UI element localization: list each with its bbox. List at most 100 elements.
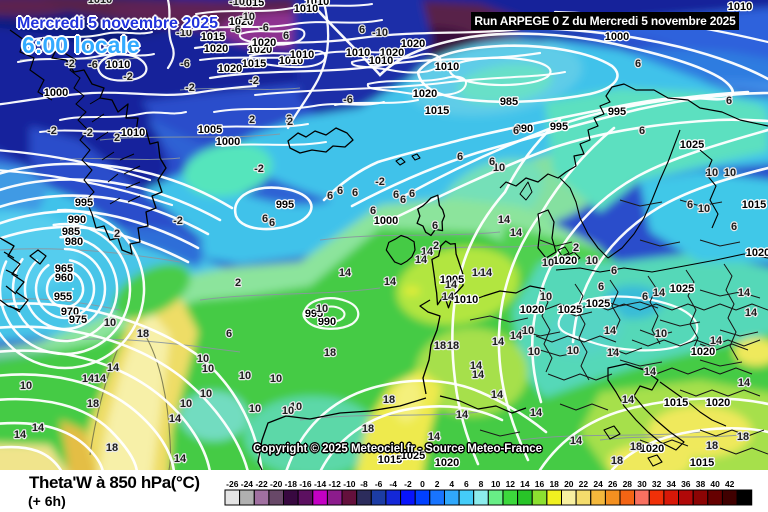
- svg-text:1005: 1005: [198, 124, 222, 136]
- svg-text:18: 18: [362, 423, 374, 435]
- svg-text:-12: -12: [329, 479, 342, 489]
- svg-text:6: 6: [327, 190, 333, 202]
- svg-text:40: 40: [710, 479, 720, 489]
- svg-text:1000: 1000: [374, 215, 398, 227]
- svg-text:1010: 1010: [294, 3, 318, 15]
- svg-text:-10: -10: [343, 479, 356, 489]
- svg-text:10: 10: [522, 325, 534, 337]
- svg-text:1025: 1025: [586, 298, 610, 310]
- svg-text:-2: -2: [123, 71, 133, 83]
- svg-text:6: 6: [393, 189, 399, 201]
- svg-text:14: 14: [456, 409, 469, 421]
- svg-text:1000: 1000: [605, 31, 629, 43]
- svg-text:6: 6: [400, 194, 406, 206]
- svg-text:14: 14: [710, 335, 723, 347]
- svg-text:1015: 1015: [425, 105, 449, 117]
- svg-text:1015: 1015: [742, 199, 766, 211]
- svg-text:6: 6: [687, 199, 693, 211]
- svg-text:1020: 1020: [435, 457, 459, 469]
- svg-text:1010: 1010: [88, 0, 112, 6]
- svg-text:14: 14: [472, 267, 485, 279]
- svg-text:-6: -6: [82, 43, 92, 55]
- svg-text:10: 10: [493, 162, 505, 174]
- svg-text:1020: 1020: [520, 304, 544, 316]
- svg-text:-10: -10: [372, 27, 388, 39]
- svg-text:-4: -4: [389, 479, 397, 489]
- svg-text:975: 975: [69, 314, 87, 326]
- svg-text:995: 995: [608, 106, 626, 118]
- svg-text:-6: -6: [375, 479, 383, 489]
- svg-text:-14: -14: [314, 479, 327, 489]
- svg-text:10: 10: [197, 353, 209, 365]
- svg-text:1000: 1000: [44, 87, 68, 99]
- svg-text:14: 14: [470, 360, 483, 372]
- svg-text:985: 985: [62, 226, 80, 238]
- svg-text:-8: -8: [360, 479, 368, 489]
- svg-text:6: 6: [370, 205, 376, 217]
- svg-text:1010: 1010: [369, 55, 393, 67]
- svg-text:10: 10: [698, 203, 710, 215]
- svg-text:42: 42: [725, 479, 735, 489]
- svg-text:1010: 1010: [454, 294, 478, 306]
- svg-text:18: 18: [106, 442, 118, 454]
- svg-text:14: 14: [622, 394, 635, 406]
- svg-text:2: 2: [573, 242, 579, 254]
- svg-text:14: 14: [530, 407, 543, 419]
- svg-text:2: 2: [287, 116, 293, 128]
- svg-text:14: 14: [653, 287, 666, 299]
- svg-text:14: 14: [14, 429, 27, 441]
- svg-text:1020: 1020: [691, 346, 715, 358]
- svg-text:6: 6: [464, 479, 469, 489]
- svg-text:14: 14: [339, 267, 352, 279]
- svg-text:0: 0: [420, 479, 425, 489]
- svg-text:990: 990: [515, 123, 533, 135]
- svg-text:18: 18: [630, 441, 642, 453]
- svg-text:14: 14: [604, 325, 617, 337]
- svg-text:10: 10: [316, 303, 328, 315]
- svg-text:10: 10: [20, 380, 32, 392]
- svg-text:38: 38: [696, 479, 706, 489]
- svg-text:995: 995: [276, 199, 294, 211]
- svg-text:2: 2: [114, 228, 120, 240]
- svg-text:2: 2: [433, 240, 439, 252]
- svg-text:1010: 1010: [728, 1, 752, 13]
- svg-text:1015: 1015: [664, 397, 688, 409]
- svg-text:1025: 1025: [670, 283, 694, 295]
- svg-text:1020: 1020: [229, 16, 253, 28]
- svg-text:10: 10: [540, 291, 552, 303]
- svg-text:-24: -24: [241, 479, 254, 489]
- svg-text:-2: -2: [185, 82, 195, 94]
- svg-text:10: 10: [270, 373, 282, 385]
- svg-text:14: 14: [94, 373, 107, 385]
- svg-text:-2: -2: [249, 75, 259, 87]
- svg-text:34: 34: [666, 479, 676, 489]
- svg-text:1020: 1020: [706, 397, 730, 409]
- svg-text:32: 32: [652, 479, 662, 489]
- svg-text:-10: -10: [229, 0, 245, 8]
- svg-text:10: 10: [706, 167, 718, 179]
- svg-text:6: 6: [352, 187, 358, 199]
- svg-text:995: 995: [75, 197, 93, 209]
- svg-text:14: 14: [107, 362, 120, 374]
- svg-text:985: 985: [500, 96, 518, 108]
- svg-text:10: 10: [180, 398, 192, 410]
- svg-text:1015: 1015: [378, 454, 402, 466]
- svg-text:14: 14: [510, 227, 523, 239]
- svg-text:10: 10: [542, 257, 554, 269]
- svg-text:6: 6: [283, 30, 289, 42]
- svg-text:-18: -18: [285, 479, 298, 489]
- svg-text:18: 18: [447, 340, 459, 352]
- svg-text:1015: 1015: [201, 31, 225, 43]
- svg-text:-6: -6: [231, 24, 241, 36]
- svg-text:1020: 1020: [553, 255, 577, 267]
- svg-text:1010: 1010: [305, 0, 329, 8]
- svg-text:6: 6: [513, 125, 519, 137]
- svg-text:30: 30: [637, 479, 647, 489]
- svg-text:-20: -20: [270, 479, 283, 489]
- svg-text:18: 18: [87, 398, 99, 410]
- svg-text:10: 10: [567, 345, 579, 357]
- svg-text:10: 10: [290, 401, 302, 413]
- svg-text:24: 24: [593, 479, 603, 489]
- svg-text:18: 18: [549, 479, 559, 489]
- svg-text:965: 965: [55, 263, 73, 275]
